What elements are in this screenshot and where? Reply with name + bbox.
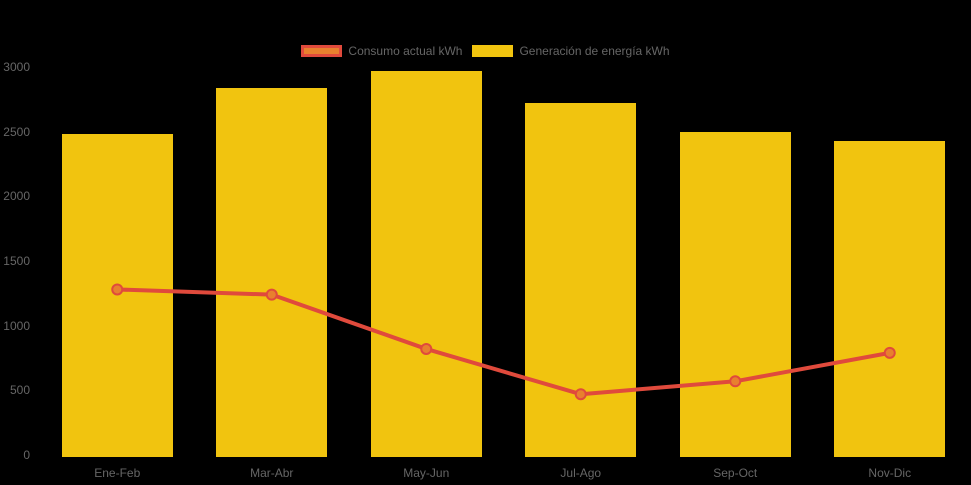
- y-tick-label: 1500: [3, 254, 30, 268]
- y-tick-label: 500: [9, 383, 30, 398]
- line-point[interactable]: [265, 288, 278, 301]
- bar[interactable]: [834, 140, 946, 457]
- line-point[interactable]: [729, 375, 742, 388]
- x-tick-label: Mar-Abr: [250, 466, 294, 480]
- line-point[interactable]: [574, 388, 587, 401]
- x-tick-label: Sep-Oct: [713, 466, 758, 480]
- bar[interactable]: [679, 131, 791, 457]
- legend-label-generacion-energia: Generación de energía kWh: [519, 44, 670, 58]
- line-point[interactable]: [111, 283, 124, 296]
- bar[interactable]: [216, 87, 328, 457]
- legend-swatch-bar-icon: [472, 45, 514, 57]
- y-tick-label: 2500: [3, 124, 30, 139]
- bar[interactable]: [370, 70, 482, 457]
- x-tick-label: Nov-Dic: [868, 466, 912, 480]
- line-path: [115, 287, 892, 397]
- bar[interactable]: [61, 134, 173, 457]
- y-tick-label: 0: [23, 448, 30, 462]
- x-tick-label: Ene-Feb: [94, 466, 141, 480]
- legend-swatch-line-icon: [301, 45, 343, 57]
- x-tick-label: Jul-Ago: [560, 466, 602, 480]
- line-point[interactable]: [420, 342, 433, 355]
- y-tick-label: 2000: [3, 189, 30, 204]
- legend-item-generacion-energia[interactable]: Generación de energía kWh: [472, 44, 670, 58]
- y-tick-label: 3000: [3, 60, 30, 74]
- x-tick-label: May-Jun: [403, 466, 450, 480]
- legend-label-consumo-actual: Consumo actual kWh: [348, 44, 463, 58]
- line-point[interactable]: [883, 346, 896, 359]
- chart-legend: Consumo actual kWh Generación de energía…: [0, 44, 971, 58]
- legend-item-consumo-actual[interactable]: Consumo actual kWh: [301, 44, 462, 58]
- y-tick-label: 1000: [3, 318, 30, 333]
